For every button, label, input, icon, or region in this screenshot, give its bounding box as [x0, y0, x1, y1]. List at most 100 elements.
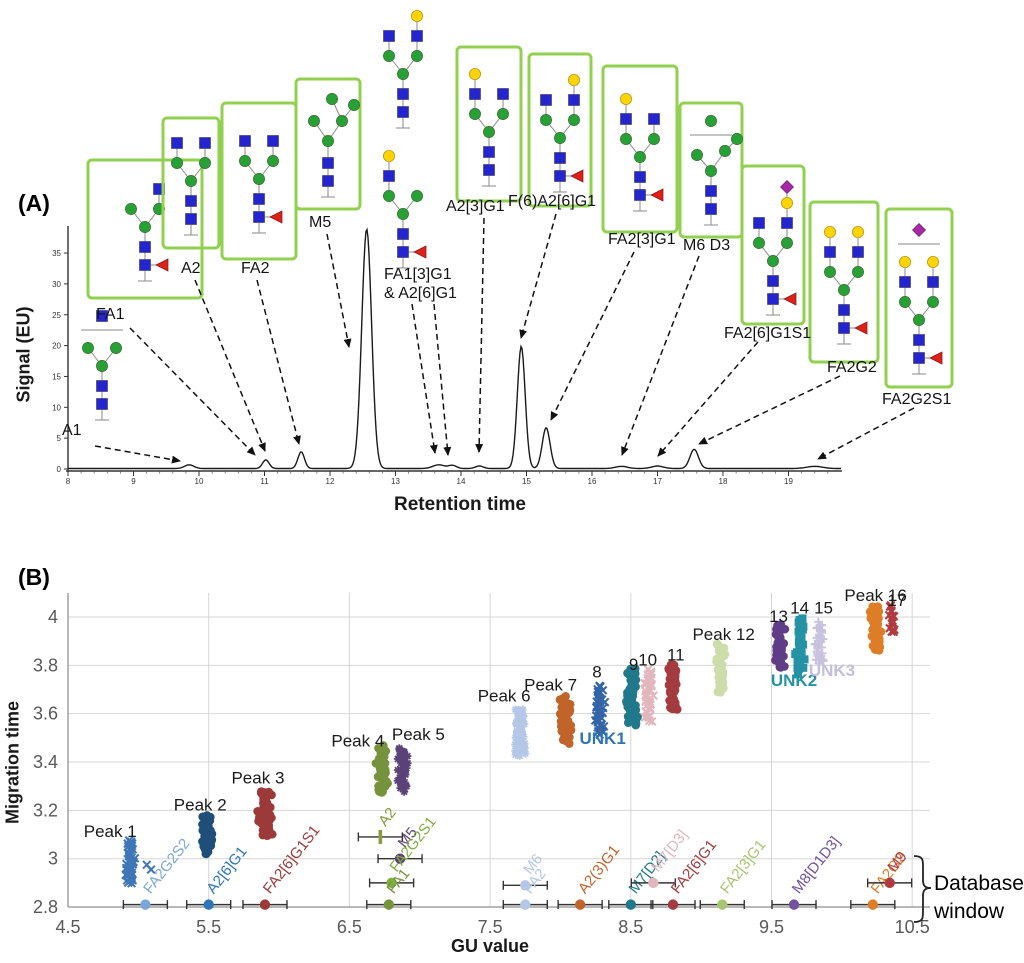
glycan-label-F(6)A2[6]G1: F(6)A2[6]G1	[508, 193, 597, 210]
glycan-structure-F(6)A2[6]G1	[540, 73, 584, 193]
green-box-M5	[294, 77, 362, 211]
panel-a: 0 5 10 15 20 25 30 35 8 9 10 11 12 13 14 15 16 17 18 19	[52, 9, 954, 486]
glycan-label-FA2G2: FA2G2	[827, 359, 877, 376]
svg-text:11: 11	[260, 477, 269, 486]
green-box-F(6)A2[6]G1	[527, 52, 593, 208]
glycan-label-A2: A2	[181, 260, 201, 277]
green-box-FA2G2S1	[884, 207, 954, 389]
svg-text:Peak 6: Peak 6	[478, 687, 531, 706]
svg-text:Peak 3: Peak 3	[231, 769, 284, 788]
scatter-cluster-Peak-12	[712, 639, 730, 697]
annotation-arrow	[94, 445, 181, 464]
scatter-cluster-14	[791, 614, 809, 679]
svg-text:9: 9	[629, 655, 638, 674]
svg-text:10: 10	[638, 650, 657, 669]
svg-text:FA2G2S1: FA2G2S1	[386, 814, 439, 876]
annotation-arrow	[411, 303, 438, 454]
glycan-label-A2[3]G1: A2[3]G1	[446, 198, 505, 215]
scatter-cluster-15	[810, 617, 828, 668]
scatter-cluster-Peak-7	[555, 691, 576, 748]
glycan-structure-FA2[3]G1	[619, 92, 664, 212]
annotation-arrow	[550, 251, 635, 421]
glycan-structure-M5	[308, 93, 360, 198]
scatter-cluster-17	[884, 600, 899, 637]
glycan-structure-FA1[3]G1	[382, 149, 427, 269]
svg-text:UNK1: UNK1	[580, 729, 626, 748]
panel-a-y-axis-title: Signal (EU)	[13, 306, 34, 403]
svg-text:14: 14	[790, 598, 809, 617]
scatter-cluster-Peak-5	[393, 744, 412, 796]
svg-text:25: 25	[52, 311, 61, 320]
glycan-label-FA2G2S1: FA2G2S1	[882, 391, 952, 408]
scatter-cluster-Peak-3	[253, 787, 277, 840]
database-window-label: Database window	[934, 872, 1024, 924]
annotation-arrow	[433, 303, 452, 456]
glycan-structure-FA1	[125, 183, 169, 282]
svg-text:3.2: 3.2	[33, 800, 58, 820]
annotation-arrow	[657, 341, 759, 457]
svg-text:Peak 7: Peak 7	[524, 676, 577, 695]
panel-b: 4 3.8 3.6 3.4 3.2 3 2.84.5 5.5 6.5 7.5 8.5 9.5 10.5 P…	[33, 586, 932, 937]
panel-b-ticks: 4 3.8 3.6 3.4 3.2 3 2.84.5 5.5 6.5 7.5 8.5 9.5 10.5	[33, 607, 930, 937]
glycan-label-FA1[3]G1-&-A2[6]G1: FA1[3]G1 & A2[6]G1	[384, 266, 457, 302]
svg-text:35: 35	[52, 249, 61, 258]
annotation-arrow	[475, 217, 485, 453]
database-window-points: FA2G2S2 A2[6]G1 FA2[6]G1S1A2M5FA2G2S1FA1M6…	[122, 804, 913, 910]
svg-text:4: 4	[48, 607, 58, 627]
db-point-M8[D1D3]: M8[D1D3]	[771, 833, 844, 910]
db-point-A2(3)G1: A2(3)G1	[557, 842, 623, 910]
db-point-FA2[6]G1S1: FA2[6]G1S1	[242, 822, 323, 910]
glycan-label-M5: M5	[309, 214, 332, 231]
svg-text:UNK2: UNK2	[771, 671, 817, 690]
svg-text:20: 20	[52, 342, 61, 351]
svg-text:2.8: 2.8	[33, 897, 58, 917]
svg-text:Peak 5: Peak 5	[392, 725, 445, 744]
scatter-cluster-11	[664, 660, 682, 714]
glycan-structure-FA2G2	[823, 225, 868, 345]
svg-text:13: 13	[769, 607, 788, 626]
svg-text:3.8: 3.8	[33, 655, 58, 675]
svg-text:FA2[3]G1: FA2[3]G1	[717, 837, 769, 897]
svg-text:Peak 1: Peak 1	[84, 822, 137, 841]
annotation-arrow	[817, 407, 915, 460]
glycan-label-A1: A1	[62, 422, 82, 439]
svg-text:13: 13	[391, 477, 400, 486]
svg-text:7.5: 7.5	[478, 917, 503, 937]
scatter-cluster-Peak-1	[121, 835, 156, 888]
db-point-A2[6]G1: A2[6]G1	[185, 843, 251, 910]
annotation-arrow	[129, 327, 256, 456]
svg-text:A2(3)G1: A2(3)G1	[575, 842, 623, 897]
svg-text:Peak 16: Peak 16	[844, 586, 906, 605]
svg-text:10: 10	[52, 403, 61, 412]
scatter-cluster-8	[590, 681, 610, 740]
svg-text:12: 12	[326, 477, 335, 486]
glycan-structure-FA2	[239, 135, 283, 234]
svg-text:8.5: 8.5	[618, 917, 643, 937]
annotation-arrow	[519, 213, 557, 339]
panel-b-x-axis-title: GU value	[450, 936, 530, 956]
svg-text:Peak 4: Peak 4	[331, 731, 384, 750]
scatter-cluster-Peak-4	[371, 741, 392, 797]
svg-text:3.6: 3.6	[33, 704, 58, 724]
chromatogram-trace	[68, 227, 841, 470]
svg-text:10.5: 10.5	[895, 917, 930, 937]
database-window-brace	[913, 855, 932, 923]
svg-text:8: 8	[66, 477, 71, 486]
glycan-structure-A2[6]G1	[383, 9, 424, 129]
panel-b-letter: (B)	[18, 564, 50, 590]
green-box-A2[3]G1	[455, 45, 523, 203]
annotation-arrow	[326, 233, 352, 348]
glycan-label-FA2[3]G1: FA2[3]G1	[608, 231, 676, 248]
panel-a-x-axis-title: Retention time	[394, 494, 526, 515]
scatter-cluster-Peak-2	[198, 811, 217, 859]
svg-text:11: 11	[667, 645, 685, 664]
glycan-structure-A2[3]G1	[468, 67, 509, 187]
svg-text:15: 15	[814, 598, 833, 617]
glycan-structure-FA2[6]G1S1	[753, 180, 797, 316]
green-box-A2	[161, 116, 221, 250]
svg-text:5: 5	[57, 434, 62, 443]
svg-text:5.5: 5.5	[196, 917, 221, 937]
annotation-arrow	[621, 255, 700, 456]
